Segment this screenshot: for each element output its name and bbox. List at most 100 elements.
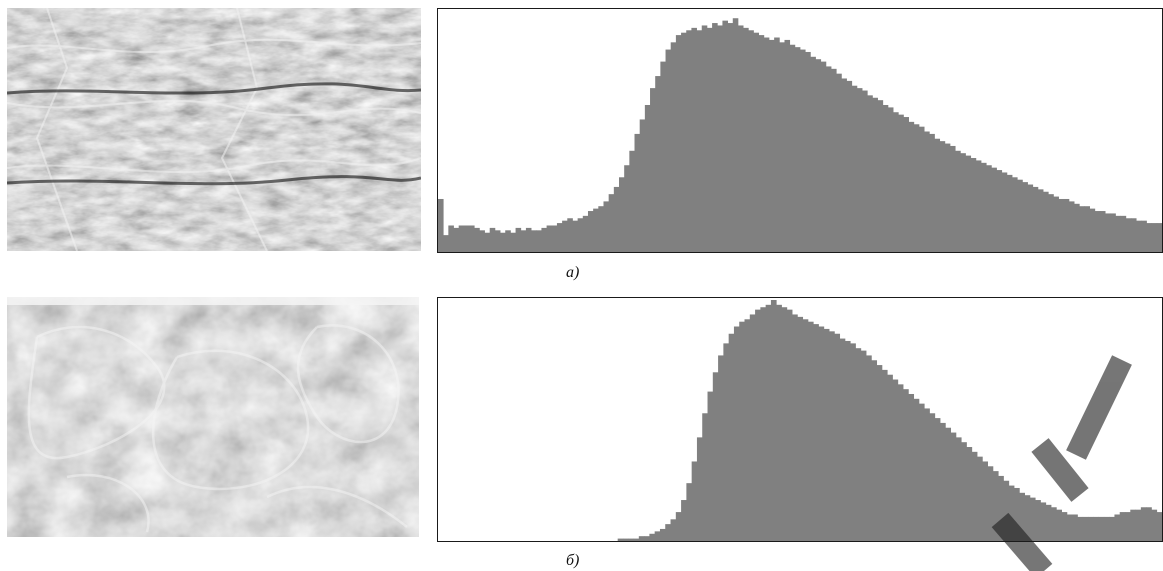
histogram-a-plot [438, 18, 1162, 252]
fractograph-a [7, 8, 421, 251]
histogram-bar [918, 403, 925, 541]
histogram-bar [945, 427, 952, 541]
histogram-bar [681, 32, 687, 252]
histogram-bar [949, 145, 956, 252]
histogram-bar [815, 59, 822, 252]
histogram-bar [1109, 516, 1115, 541]
histogram-bar [577, 218, 584, 252]
histogram-bar [1098, 516, 1105, 541]
histogram-bar [691, 27, 697, 252]
histogram-bar [805, 51, 811, 252]
histogram-bar [1156, 512, 1162, 541]
histogram-bar [1151, 509, 1158, 541]
histogram-bar [453, 227, 460, 252]
histogram-bar [1135, 509, 1142, 541]
histogram-bar [960, 153, 966, 252]
histogram-bar [1115, 215, 1122, 252]
histogram-bar [1146, 507, 1152, 541]
histogram-bar [991, 167, 997, 252]
histogram-bar [438, 198, 444, 252]
histogram-bar [881, 369, 888, 541]
histogram-bar [892, 379, 899, 541]
histogram-bar [650, 88, 656, 252]
histogram-bar [608, 194, 615, 252]
histogram-bar [593, 208, 599, 252]
histogram-bar [774, 37, 780, 252]
histogram-bar [617, 538, 624, 541]
histogram-bar [743, 27, 749, 252]
histogram-bar [971, 451, 978, 541]
histogram-bar [823, 328, 830, 541]
histogram-bar [955, 150, 961, 252]
histogram-bar [982, 461, 988, 541]
histogram-bar [818, 326, 825, 541]
histogram-bar [479, 230, 485, 252]
histogram-bar [1094, 211, 1101, 252]
histogram-bar [739, 321, 745, 541]
histogram-bar [723, 343, 730, 541]
histogram-bar [1061, 512, 1068, 541]
histogram-bar [448, 225, 454, 252]
histogram-bar [1024, 495, 1031, 541]
histogram-bar [758, 35, 765, 252]
histogram-bar [882, 104, 889, 252]
histogram-bar [944, 143, 951, 252]
histogram-b-plot [617, 300, 1162, 541]
fractograph-b-image [7, 297, 419, 537]
histogram-bar [505, 230, 511, 252]
histogram-bar [789, 44, 796, 252]
histogram-bar [807, 321, 814, 541]
histogram-bar [613, 186, 620, 252]
histogram-bar [1051, 507, 1057, 541]
histogram-bar [1019, 492, 1025, 541]
histogram-bar [675, 512, 682, 541]
histogram-bar [484, 232, 491, 252]
histogram-bar [649, 533, 656, 541]
histogram-bar [654, 531, 661, 541]
histogram-bar [820, 61, 827, 252]
histogram-bar [992, 471, 999, 541]
histogram-bar [898, 114, 904, 252]
histogram-bar [940, 422, 946, 541]
histogram-bar [918, 126, 925, 252]
histogram-bar [696, 437, 703, 541]
histogram-bar [897, 384, 904, 541]
histogram-bar [781, 307, 788, 541]
histogram-bar [966, 447, 973, 541]
histogram-bar [567, 218, 573, 252]
histogram-bar [1045, 504, 1052, 541]
histogram-bar [749, 314, 756, 541]
histogram-bar [1043, 191, 1049, 252]
histogram-bar [531, 230, 537, 252]
histogram-bar [686, 483, 693, 541]
histogram-bar [1088, 516, 1094, 541]
histogram-bar [707, 391, 714, 541]
histogram-bar [862, 90, 868, 252]
histogram-bar [998, 475, 1004, 541]
histogram-bar [1003, 480, 1010, 541]
histogram-bar [541, 227, 547, 252]
histogram-bar [1119, 512, 1126, 541]
histogram-bar [1053, 196, 1059, 252]
histogram-bar [728, 333, 735, 541]
histogram-bar [802, 319, 809, 541]
histogram-bar [841, 78, 847, 252]
histogram-bar [1032, 186, 1039, 252]
histogram-bar [860, 350, 867, 541]
histogram-bar [1074, 203, 1080, 252]
histogram-bar [489, 227, 496, 252]
histogram-bar [1027, 184, 1034, 252]
histogram-bar [844, 340, 851, 541]
histogram-bar [810, 56, 816, 252]
histogram-bar [706, 27, 713, 252]
histogram-bar [1089, 208, 1096, 252]
histogram-bar [913, 398, 920, 541]
histogram-bar [800, 49, 806, 252]
histogram-bar [1125, 512, 1131, 541]
histogram-bar [702, 413, 708, 541]
histogram-bar [587, 211, 594, 252]
histogram-bar [665, 524, 671, 541]
histogram-bar [797, 316, 804, 541]
histogram-bar [872, 97, 878, 252]
histogram-bar [763, 37, 770, 252]
